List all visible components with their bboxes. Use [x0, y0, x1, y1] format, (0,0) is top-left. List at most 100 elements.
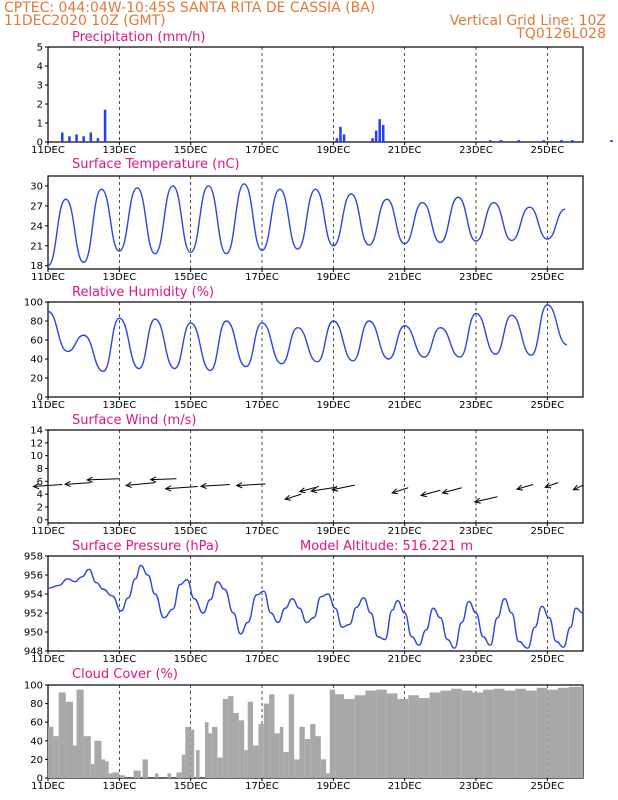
wind-y-tick-label: 12 — [30, 438, 43, 449]
precip-bar — [374, 130, 378, 142]
pressure-x-tick-label: 11DEC — [31, 654, 65, 665]
precip-bar — [517, 140, 521, 142]
cloud-bar — [155, 773, 159, 778]
wind-arrow-head — [235, 482, 243, 489]
cloud-bar — [408, 695, 419, 778]
cloud-y-tick-label: 100 — [24, 681, 43, 692]
wind-arrow — [545, 482, 559, 488]
precip-bar — [75, 134, 78, 142]
humidity-x-tick-label: 11DEC — [31, 400, 65, 411]
cloud-bar — [112, 772, 120, 778]
wind-arrow — [442, 487, 462, 494]
cloud-bar — [101, 759, 106, 778]
cloud-bar — [76, 689, 84, 778]
wind-x-tick-label: 17DEC — [245, 526, 279, 537]
precip-x-tick-label: 19DEC — [316, 145, 350, 156]
cloud-bar — [72, 745, 77, 778]
cloud-bar — [238, 720, 245, 778]
cloud-bar — [279, 726, 284, 778]
cloud-bar — [483, 689, 494, 778]
cloud-bar — [244, 750, 248, 778]
cloud-bar — [310, 724, 316, 778]
precip-bar — [571, 140, 574, 142]
precip-bar — [96, 138, 100, 142]
wind-arrow — [332, 484, 355, 491]
precip-bar — [82, 136, 85, 142]
temp-title: Surface Temperature (nC) — [72, 157, 240, 172]
wind-arrow — [165, 485, 198, 490]
cloud-bar — [274, 733, 280, 778]
precip-bar — [103, 109, 107, 142]
humidity-x-tick-label: 15DEC — [174, 400, 208, 411]
wind-arrow-head — [32, 483, 40, 490]
wind-frame — [47, 429, 584, 524]
cloud-bar — [190, 729, 195, 778]
cloud-bar — [94, 740, 102, 778]
precip-title: Precipitation (mm/h) — [72, 30, 205, 45]
wind-arrow-head — [164, 485, 172, 492]
pressure-y-tick-label: 950 — [24, 628, 43, 639]
wind-arrow-head — [284, 494, 292, 501]
grid-note: Vertical Grid Line: 10Z — [450, 13, 606, 29]
cloud-bar — [258, 724, 264, 778]
cloud-bar — [228, 696, 234, 778]
cloud-bar — [217, 757, 223, 778]
cloud-y-tick-label: 20 — [30, 755, 43, 766]
temp-y-tick-label: 27 — [30, 201, 43, 212]
wind-x-tick-label: 19DEC — [316, 526, 350, 537]
cloud-bar — [181, 754, 186, 778]
temp-x-tick-label: 15DEC — [174, 272, 208, 283]
wind-arrow-head — [419, 491, 428, 498]
cloud-bar — [90, 764, 95, 778]
cloud-bar — [461, 690, 473, 778]
wind-x-tick-label: 21DEC — [388, 526, 422, 537]
humidity-frame — [47, 301, 584, 398]
humidity-y-tick-label: 100 — [24, 298, 43, 309]
wind-arrow-head — [331, 485, 339, 492]
pressure-line — [47, 564, 584, 649]
cloud-bar — [386, 693, 398, 778]
cloud-bar — [525, 690, 537, 778]
precip-y-tick-label: 2 — [37, 100, 43, 111]
cloud-bar — [167, 773, 172, 778]
wind-y-tick-label: 8 — [37, 464, 43, 475]
temp-x-tick-label: 11DEC — [31, 272, 65, 283]
humidity-x-tick-label: 19DEC — [316, 400, 350, 411]
wind-arrow — [573, 484, 584, 491]
cloud-bar — [108, 773, 113, 778]
wind-arrow-head — [63, 480, 71, 488]
pressure-x-tick-label: 17DEC — [245, 654, 279, 665]
pressure-x-tick-label: 19DEC — [316, 654, 350, 665]
humidity-x-tick-label: 25DEC — [530, 400, 564, 411]
cloud-x-tick-label: 11DEC — [31, 781, 65, 792]
pressure-y-tick-label: 958 — [24, 552, 43, 563]
temp-x-tick-label: 23DEC — [459, 272, 493, 283]
run-date: 11DEC2020 10Z (GMT) — [4, 13, 166, 29]
precip-bar — [378, 119, 381, 142]
cloud-bar — [418, 698, 430, 778]
wind-arrow — [420, 489, 441, 496]
run-code: TQ0126L028 — [515, 26, 606, 42]
cloud-bar — [558, 687, 569, 778]
wind-arrow — [474, 496, 498, 503]
cloud-bar — [53, 736, 59, 778]
cloud-y-tick-label: 80 — [30, 699, 43, 710]
wind-arrow-head — [298, 487, 306, 494]
temp-x-tick-label: 13DEC — [102, 272, 136, 283]
cloud-bar — [185, 726, 191, 778]
humidity-title: Relative Humidity (%) — [72, 285, 214, 300]
wind-x-tick-label: 23DEC — [459, 526, 493, 537]
precip-y-tick-label: 5 — [37, 43, 43, 54]
cloud-bar — [133, 770, 141, 778]
wind-y-tick-label: 10 — [30, 451, 43, 462]
precip-bar — [489, 140, 492, 142]
precip-bar — [335, 138, 339, 142]
precip-bar — [382, 124, 385, 142]
cloud-bar — [288, 694, 295, 778]
cloud-x-tick-label: 17DEC — [245, 781, 279, 792]
wind-arrow — [236, 483, 266, 487]
cloud-y-tick-label: 0 — [37, 774, 43, 785]
cloud-y-tick-label: 40 — [30, 736, 43, 747]
wind-y-tick-label: 0 — [37, 515, 43, 526]
cloud-bar — [568, 686, 583, 778]
